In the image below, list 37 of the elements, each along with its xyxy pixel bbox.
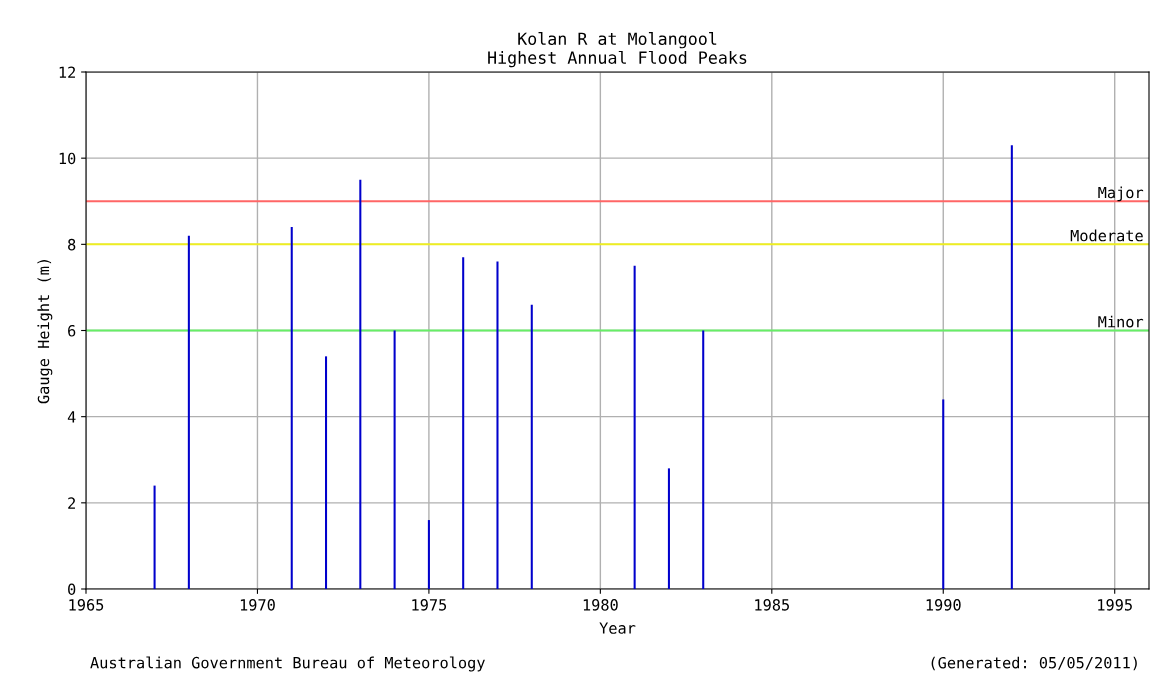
x-tick-label: 1975	[412, 599, 447, 611]
bar	[187, 235, 190, 589]
bar	[633, 265, 636, 589]
y-axis-title: Gauge Height (m)	[37, 260, 53, 404]
y-tick-label: 0	[68, 583, 76, 596]
y-tick-label: 2	[68, 497, 75, 509]
x-tick-label: 1985	[755, 599, 789, 611]
text: (Generated: 05/05/2011)	[931, 656, 1137, 671]
x-tick-label: 1965	[69, 599, 104, 611]
bar	[1010, 145, 1013, 589]
bar	[359, 179, 362, 589]
text: Australian Government Bureau of Meteorology	[90, 656, 485, 672]
bar	[702, 330, 705, 589]
x-tick-label: 1995	[1098, 599, 1132, 611]
x-axis-title: Year	[599, 622, 636, 634]
bar	[325, 356, 328, 589]
y-tick-label: 8	[68, 238, 76, 251]
y-tick-label: 10	[59, 152, 76, 165]
ref-line-label: Minor	[1098, 315, 1144, 328]
bar	[530, 304, 533, 589]
y-tick-label: 4	[67, 411, 76, 423]
bar	[462, 257, 465, 589]
bar	[153, 485, 156, 589]
bar	[496, 261, 499, 589]
y-tick-label: 6	[68, 325, 76, 337]
bar	[427, 520, 430, 589]
y-tick-label: 12	[59, 66, 75, 78]
bar	[290, 227, 293, 589]
ref-line-label: Major	[1098, 186, 1144, 202]
bar	[942, 399, 945, 589]
ref-line-label: Moderate	[1070, 229, 1143, 242]
chart-title: Kolan R at Molangool Highest Annual Flood Peaks	[488, 32, 747, 68]
x-tick-label: 1990	[926, 599, 961, 611]
x-tick-label: 1980	[583, 599, 618, 611]
bar	[667, 468, 670, 589]
x-tick-label: 1970	[240, 599, 275, 611]
bar	[393, 330, 396, 589]
